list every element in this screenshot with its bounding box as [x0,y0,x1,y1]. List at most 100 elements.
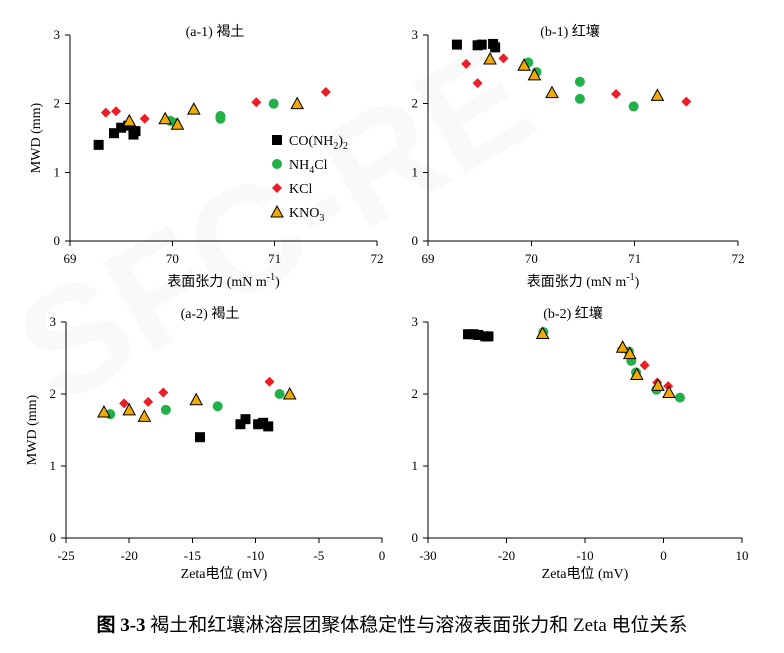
y-tick-label: 0 [412,530,419,545]
x-tick-label: 70 [166,251,179,266]
x-axis-label: 表面张力 (mN m-1) [167,272,280,290]
data-point-triangle [189,392,204,406]
data-point-square [116,122,127,133]
data-point-diamond [100,107,111,118]
y-tick-label: 1 [50,458,57,473]
data-point-circle [160,404,171,415]
legend-marker-triangle [270,204,284,218]
data-point-square [240,414,251,425]
data-point-triangle [97,404,111,418]
data-point-square [463,329,474,340]
data-point-triangle [122,113,137,127]
x-tick-label: -5 [313,548,324,563]
y-tick-label: 3 [50,314,57,329]
data-point-triangle [158,111,173,125]
data-point-square [473,329,484,340]
y-tick-label: 3 [412,314,419,329]
data-point-triangle [170,117,185,130]
panel-title: (b-2) 红壤 [543,305,603,322]
data-point-square [476,39,487,50]
data-point-square [194,432,205,443]
y-tick-label: 2 [412,96,419,111]
data-point-square [93,139,104,150]
chart-panel-b2: 0 1 2 3 -30 -20 -10 0 10 (b-2) 红壤 Zeta电位 (mV) [412,305,749,582]
data-point-triangle [622,346,637,360]
x-tick-label: -30 [419,548,436,563]
data-point-circle [628,101,639,112]
data-point-diamond [111,106,122,117]
data-point-triangle [651,378,665,391]
x-tick-label: 69 [64,251,77,266]
data-point-diamond [264,376,275,387]
y-tick-label: 1 [412,458,419,473]
x-tick-label: -10 [247,548,264,563]
caption-text: 褐土和红壤淋溶层团聚体稳定性与溶液表面张力和 Zeta 电位关系 [150,615,688,636]
y-tick-label: 2 [412,386,419,401]
data-point-square [483,331,494,342]
legend-label: NH4Cl [289,158,328,176]
y-tick-label: 3 [54,27,61,42]
panel-title: (a-1) 褐土 [186,24,245,40]
data-point-triangle [290,96,305,110]
x-tick-label: 70 [525,251,538,266]
data-point-triangle [137,409,152,422]
data-point-diamond [139,113,150,124]
caption-figure-number: 图 3-3 [96,615,146,636]
data-point-circle [215,113,226,124]
data-point-diamond [158,387,169,398]
legend: CO(NH2)2 NH4Cl KCl KNO3 [270,134,348,224]
x-tick-label: 0 [660,548,667,563]
data-point-diamond [251,97,262,108]
x-tick-label: 69 [422,251,435,266]
data-point-triangle [122,402,137,416]
data-point-triangle [186,102,201,115]
data-point-triangle [527,67,542,81]
data-point-circle [212,401,223,412]
y-tick-label: 0 [54,233,61,248]
y-axis-label: MWD (mm) [25,394,40,465]
x-axis-label: 表面张力 (mN m-1) [527,272,640,290]
panel-title: (a-2) 褐土 [181,306,240,322]
data-point-triangle [282,386,297,400]
x-tick-label: 71 [628,251,641,266]
x-tick-label: -10 [576,548,593,563]
x-tick-label: 10 [736,548,749,563]
y-tick-label: 1 [412,164,419,179]
data-point-diamond [461,58,472,69]
data-point-triangle [517,58,531,71]
data-point-circle [268,98,279,109]
data-point-triangle [662,385,676,399]
y-tick-label: 1 [54,164,61,179]
y-tick-label: 2 [50,386,57,401]
legend-marker-circle [272,159,282,169]
legend-marker-square [272,135,282,145]
data-point-diamond [498,53,509,64]
x-tick-label: -20 [498,548,515,563]
data-point-square [490,42,501,53]
x-tick-label: -25 [57,548,74,563]
x-tick-label: -15 [184,548,201,563]
y-tick-label: 3 [412,27,419,42]
y-tick-label: 2 [54,96,61,111]
data-point-square [263,421,274,432]
data-point-diamond [663,381,674,392]
x-tick-label: 71 [268,251,281,266]
data-point-triangle [615,340,630,353]
x-tick-label: -20 [121,548,138,563]
data-point-diamond [320,86,331,97]
data-point-square [258,417,269,428]
data-point-diamond [119,398,130,409]
data-point-circle [674,392,685,403]
data-point-triangle [629,367,644,381]
legend-label: CO(NH2)2 [289,134,348,152]
x-axis-label: Zeta电位 (mV) [542,566,629,582]
data-point-triangle [650,88,665,101]
x-tick-label: 72 [732,251,745,266]
data-point-circle [574,93,585,104]
data-point-triangle [535,326,550,340]
legend-label: KCl [289,182,312,197]
data-point-square [130,126,141,137]
